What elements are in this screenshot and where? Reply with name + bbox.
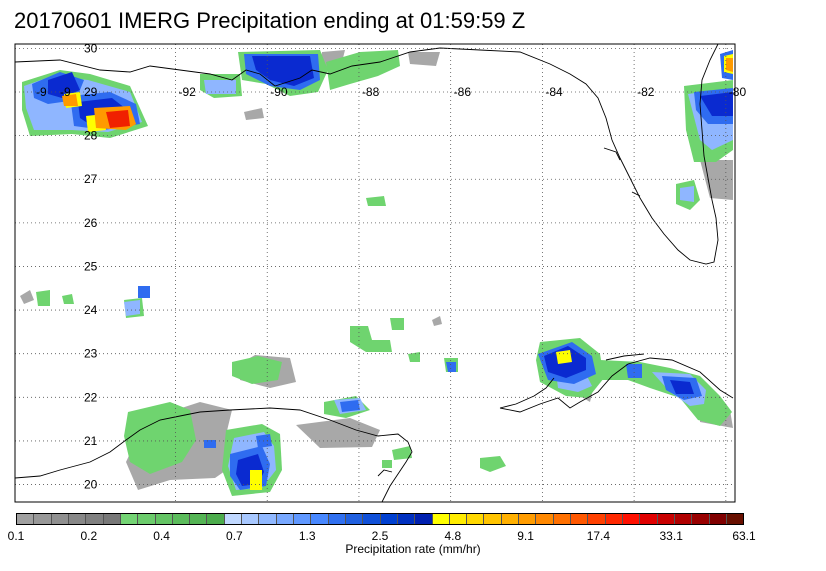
- colorbar-segment: [467, 514, 485, 524]
- latitude-label: 20: [84, 478, 98, 492]
- latitude-tick-labels: 20 21 22 23 24 25 26 27 28 29 30: [84, 41, 98, 491]
- colorbar-tick: 1.3: [298, 529, 316, 543]
- colorbar-segment: [224, 514, 243, 524]
- latitude-label: 29: [84, 85, 98, 99]
- colorbar-segment: [103, 514, 121, 524]
- latitude-label: 24: [84, 303, 98, 317]
- map-title: 20170601 IMERG Precipitation ending at 0…: [14, 8, 526, 33]
- latitude-label: 25: [84, 259, 98, 273]
- longitude-label: -90: [270, 85, 288, 99]
- colorbar-segment: [120, 514, 139, 524]
- lat-lon-gridlines: [15, 44, 735, 502]
- latitude-label: 22: [84, 390, 98, 404]
- colorbar-tick: 17.4: [586, 529, 611, 543]
- longitude-tick-labels: -92 -90 -88 -86 -84 -82 -80: [179, 85, 747, 99]
- colorbar-segment: [68, 514, 87, 524]
- colorbar-segment: [674, 514, 693, 524]
- colorbar-segment: [34, 514, 52, 524]
- colorbar-segment: [553, 514, 571, 524]
- colorbar-segment: [640, 514, 658, 524]
- colorbar-tick: 2.5: [371, 529, 389, 543]
- colorbar-label: Precipitation rate (mm/hr): [345, 542, 481, 556]
- colorbar-segment: [397, 514, 416, 524]
- colorbar-segment: [51, 514, 69, 524]
- colorbar-segment: [242, 514, 260, 524]
- colorbar-segment: [622, 514, 641, 524]
- colorbar-segment: [484, 514, 502, 524]
- colorbar-segment: [138, 514, 156, 524]
- colorbar-segment: [605, 514, 623, 524]
- colorbar-segment: [692, 514, 710, 524]
- clipped-tick-labels: -9 -9: [36, 85, 71, 99]
- coastline: [15, 44, 734, 502]
- clipped-longitude-label: -9: [60, 85, 71, 99]
- colorbar-tick: 0.7: [226, 529, 243, 543]
- colorbar-segment: [657, 514, 675, 524]
- latitude-label: 21: [84, 434, 98, 448]
- colorbar-tick: 33.1: [659, 529, 683, 543]
- latitude-label: 23: [84, 347, 98, 361]
- colorbar-segment: [519, 514, 537, 524]
- colorbar-segment: [726, 514, 744, 524]
- colorbar-tick: 0.4: [153, 529, 170, 543]
- colorbar-tick: 0.2: [80, 529, 98, 543]
- latitude-label: 28: [84, 129, 98, 143]
- colorbar-segment: [155, 514, 173, 524]
- colorbar-segment: [17, 514, 35, 524]
- colorbar-segment: [709, 514, 727, 524]
- colorbar-segment: [311, 514, 329, 524]
- colorbar-segment: [86, 514, 104, 524]
- longitude-label: -82: [637, 85, 655, 99]
- colorbar-segment: [190, 514, 208, 524]
- latitude-label: 26: [84, 216, 98, 230]
- colorbar-segment: [328, 514, 346, 524]
- colorbar-tick: 4.8: [444, 529, 462, 543]
- clipped-longitude-label: -9: [36, 85, 47, 99]
- colorbar-segment: [259, 514, 277, 524]
- colorbar-segment: [588, 514, 606, 524]
- colorbar-segment: [432, 514, 450, 524]
- longitude-label: -84: [545, 85, 563, 99]
- colorbar-segment: [207, 514, 225, 524]
- colorbar-segment: [345, 514, 364, 524]
- precipitation-field: [20, 50, 733, 496]
- colorbar-tick: 0.1: [7, 529, 25, 543]
- colorbar-segment: [449, 514, 468, 524]
- colorbar: [16, 513, 744, 525]
- colorbar-segment: [276, 514, 294, 524]
- colorbar-segment: [363, 514, 381, 524]
- colorbar-segment: [294, 514, 312, 524]
- latitude-label: 30: [84, 41, 98, 55]
- colorbar-segment: [571, 514, 589, 524]
- longitude-label: -88: [362, 85, 380, 99]
- colorbar-segment: [172, 514, 191, 524]
- colorbar-segment: [415, 514, 433, 524]
- colorbar-tick: 63.1: [732, 529, 756, 543]
- colorbar-segment: [501, 514, 520, 524]
- longitude-label: -86: [454, 85, 472, 99]
- colorbar-tick: 9.1: [517, 529, 534, 543]
- map-frame: [14, 43, 736, 503]
- longitude-label: -80: [729, 85, 747, 99]
- colorbar-segment: [536, 514, 554, 524]
- latitude-label: 27: [84, 172, 98, 186]
- longitude-label: -92: [179, 85, 197, 99]
- colorbar-segment: [380, 514, 398, 524]
